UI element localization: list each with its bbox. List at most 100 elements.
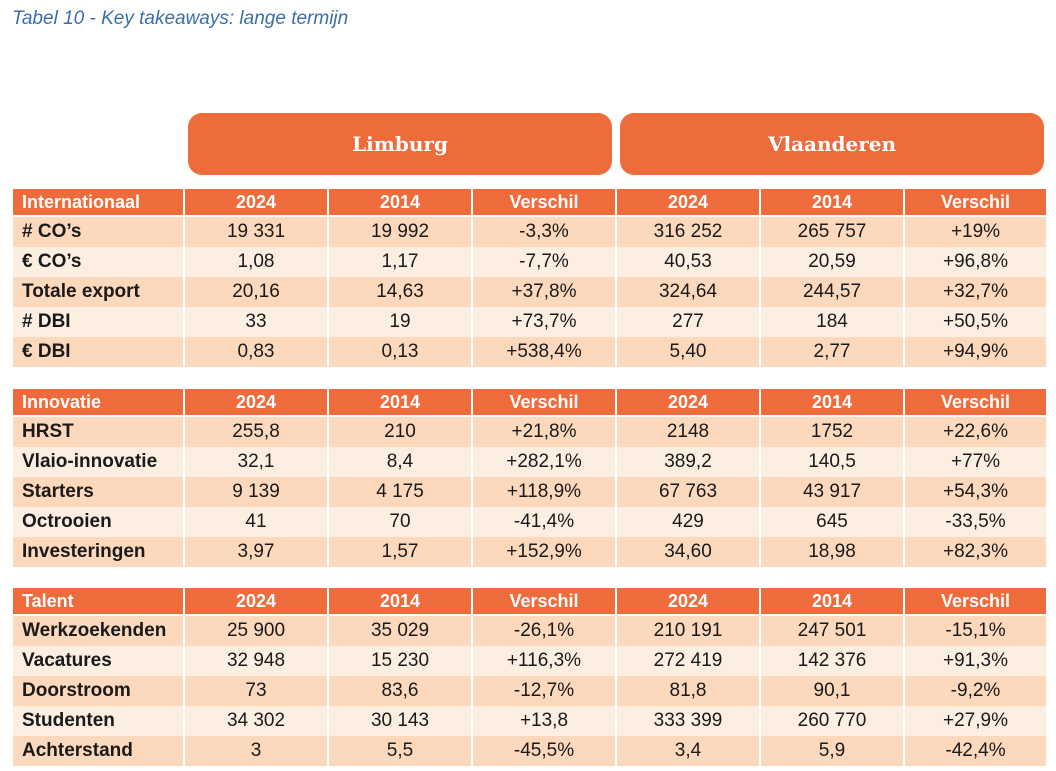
table-cell: 244,57 bbox=[761, 277, 905, 307]
table-cell: -12,7% bbox=[473, 676, 617, 706]
column-header: 2024 bbox=[185, 389, 329, 415]
table-cell: 19 331 bbox=[185, 217, 329, 247]
table-cell: 25 900 bbox=[185, 616, 329, 646]
table-cell: +82,3% bbox=[905, 537, 1046, 567]
table-cell: +50,5% bbox=[905, 307, 1046, 337]
table-cell: 30 143 bbox=[329, 706, 473, 736]
table-cell: 32 948 bbox=[185, 646, 329, 676]
table-cell: 3 bbox=[185, 736, 329, 766]
table-cell: 70 bbox=[329, 507, 473, 537]
table-cell: 210 191 bbox=[617, 616, 761, 646]
row-label: Werkzoekenden bbox=[13, 616, 185, 646]
table-cell: 1752 bbox=[761, 417, 905, 447]
table-cell: +27,9% bbox=[905, 706, 1046, 736]
table-cell: 18,98 bbox=[761, 537, 905, 567]
section-title: Talent bbox=[13, 588, 185, 614]
table-row: Achterstand 3 5,5 -45,5% 3,4 5,9 -42,4% bbox=[13, 736, 1046, 766]
table-cell: +22,6% bbox=[905, 417, 1046, 447]
table-cell: 40,53 bbox=[617, 247, 761, 277]
column-header: Verschil bbox=[905, 588, 1046, 614]
table-cell: +77% bbox=[905, 447, 1046, 477]
table-cell: 83,6 bbox=[329, 676, 473, 706]
table-cell: 184 bbox=[761, 307, 905, 337]
table-cell: 34,60 bbox=[617, 537, 761, 567]
column-header: Verschil bbox=[473, 588, 617, 614]
table-cell: 5,5 bbox=[329, 736, 473, 766]
table-row: Starters 9 139 4 175 +118,9% 67 763 43 917 +54… bbox=[13, 477, 1046, 507]
column-header: 2014 bbox=[761, 588, 905, 614]
table-cell: 81,8 bbox=[617, 676, 761, 706]
table-cell: +116,3% bbox=[473, 646, 617, 676]
table-cell: -9,2% bbox=[905, 676, 1046, 706]
table-row: # DBI 33 19 +73,7% 277 184 +50,5% bbox=[13, 307, 1046, 337]
row-label: # DBI bbox=[13, 307, 185, 337]
table-cell: +73,7% bbox=[473, 307, 617, 337]
row-label: € DBI bbox=[13, 337, 185, 367]
table-cell: +37,8% bbox=[473, 277, 617, 307]
table-cell: 247 501 bbox=[761, 616, 905, 646]
table-cell: 2,77 bbox=[761, 337, 905, 367]
region-header-limburg: Limburg bbox=[188, 113, 612, 175]
table-cell: +118,9% bbox=[473, 477, 617, 507]
table-cell: 1,17 bbox=[329, 247, 473, 277]
column-header: 2014 bbox=[329, 389, 473, 415]
table-cell: -42,4% bbox=[905, 736, 1046, 766]
column-header: 2024 bbox=[185, 588, 329, 614]
column-header: Verschil bbox=[905, 389, 1046, 415]
column-header: Verschil bbox=[905, 189, 1046, 215]
table-cell: 2148 bbox=[617, 417, 761, 447]
table-cell: 316 252 bbox=[617, 217, 761, 247]
row-label: Octrooien bbox=[13, 507, 185, 537]
table-cell: 255,8 bbox=[185, 417, 329, 447]
table-row: HRST 255,8 210 +21,8% 2148 1752 +22,6% bbox=[13, 417, 1046, 447]
table-row: € CO’s 1,08 1,17 -7,7% 40,53 20,59 +96,8% bbox=[13, 247, 1046, 277]
table-cell: +32,7% bbox=[905, 277, 1046, 307]
table-row: # CO’s 19 331 19 992 -3,3% 316 252 265 757 +19… bbox=[13, 217, 1046, 247]
table-cell: +19% bbox=[905, 217, 1046, 247]
region-header-vlaanderen: Vlaanderen bbox=[620, 113, 1044, 175]
table-cell: 4 175 bbox=[329, 477, 473, 507]
table-cell: 90,1 bbox=[761, 676, 905, 706]
table-caption: Tabel 10 - Key takeaways: lange termijn bbox=[12, 8, 349, 29]
table-cell: 645 bbox=[761, 507, 905, 537]
table-row: € DBI 0,83 0,13 +538,4% 5,40 2,77 +94,9% bbox=[13, 337, 1046, 367]
table-cell: +152,9% bbox=[473, 537, 617, 567]
table-row: Totale export 20,16 14,63 +37,8% 324,64 244,5… bbox=[13, 277, 1046, 307]
table-cell: 3,4 bbox=[617, 736, 761, 766]
table-cell: +282,1% bbox=[473, 447, 617, 477]
section-talent: Talent 2024 2014 Verschil 2024 2014 Verschil We… bbox=[13, 588, 1046, 766]
section-title: Internationaal bbox=[13, 189, 185, 215]
table-cell: 260 770 bbox=[761, 706, 905, 736]
table-cell: 277 bbox=[617, 307, 761, 337]
table-cell: 41 bbox=[185, 507, 329, 537]
table-cell: 0,83 bbox=[185, 337, 329, 367]
table-cell: +96,8% bbox=[905, 247, 1046, 277]
row-label: € CO’s bbox=[13, 247, 185, 277]
row-label: Doorstroom bbox=[13, 676, 185, 706]
table-cell: 34 302 bbox=[185, 706, 329, 736]
table-row: Werkzoekenden 25 900 35 029 -26,1% 210 191 24… bbox=[13, 616, 1046, 646]
table-cell: 429 bbox=[617, 507, 761, 537]
table-cell: 20,59 bbox=[761, 247, 905, 277]
table-cell: -33,5% bbox=[905, 507, 1046, 537]
table-cell: 32,1 bbox=[185, 447, 329, 477]
row-label: HRST bbox=[13, 417, 185, 447]
column-header: 2014 bbox=[761, 189, 905, 215]
table-row: Vacatures 32 948 15 230 +116,3% 272 419 142 3… bbox=[13, 646, 1046, 676]
table-header-row: Innovatie 2024 2014 Verschil 2024 2014 Verschi… bbox=[13, 389, 1046, 417]
table-cell: 73 bbox=[185, 676, 329, 706]
table-cell: 19 992 bbox=[329, 217, 473, 247]
table-cell: 324,64 bbox=[617, 277, 761, 307]
table-cell: 140,5 bbox=[761, 447, 905, 477]
table-cell: 35 029 bbox=[329, 616, 473, 646]
table-cell: 5,40 bbox=[617, 337, 761, 367]
section-innovatie: Innovatie 2024 2014 Verschil 2024 2014 Verschi… bbox=[13, 389, 1046, 567]
table-cell: 8,4 bbox=[329, 447, 473, 477]
table-cell: 0,13 bbox=[329, 337, 473, 367]
table-cell: +13,8 bbox=[473, 706, 617, 736]
table-cell: 142 376 bbox=[761, 646, 905, 676]
table-cell: +538,4% bbox=[473, 337, 617, 367]
table-cell: +21,8% bbox=[473, 417, 617, 447]
column-header: 2014 bbox=[329, 189, 473, 215]
table-cell: 14,63 bbox=[329, 277, 473, 307]
